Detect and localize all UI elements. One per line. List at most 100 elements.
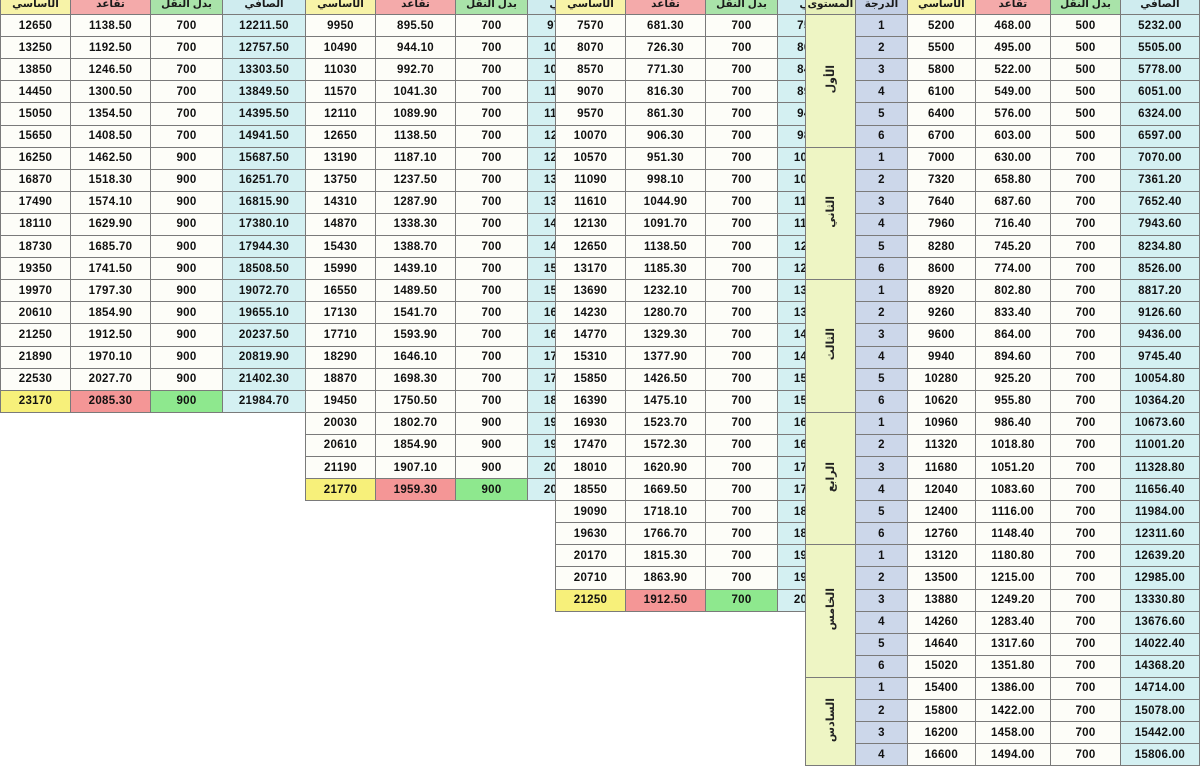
cell-net: 12757.50 <box>222 36 306 60</box>
cell-retirement: 2027.70 <box>70 367 151 391</box>
table-row: 13330.80 700 1249.20 13880 3 <box>806 588 1200 612</box>
cell-basic: 9070 <box>555 80 626 104</box>
cell-degree: 4 <box>854 743 909 766</box>
cell-basic: 15430 <box>305 235 376 259</box>
cell-retirement: 955.80 <box>974 389 1052 413</box>
cell-retirement: 1854.90 <box>375 433 456 457</box>
cell-transport: 700 <box>705 58 778 82</box>
cell-degree: 3 <box>854 58 909 82</box>
table-row: 12985.00 700 1215.00 13500 2 <box>806 566 1200 590</box>
cell-retirement: 1489.50 <box>375 279 456 303</box>
cell-transport: 700 <box>705 500 778 524</box>
cell-retirement: 1192.50 <box>70 36 151 60</box>
cell-basic: 8600 <box>907 257 976 281</box>
cell-degree: 1 <box>854 411 909 435</box>
cell-basic: 13190 <box>305 146 376 170</box>
cell-retirement: 1629.90 <box>70 212 151 237</box>
cell-net: 9436.00 <box>1119 323 1200 347</box>
cell-transport: 900 <box>455 478 528 502</box>
cell-basic: 21250 <box>0 323 71 347</box>
cell-transport: 900 <box>150 235 223 259</box>
cell-transport: 700 <box>150 102 223 126</box>
cell-basic: 14870 <box>305 212 376 237</box>
cell-transport: 900 <box>150 345 223 369</box>
salary-table-group-leftmost: الصافي بدل النقل تقاعد الأساسي 12211.50 700 11… <box>0 0 306 413</box>
cell-basic: 20170 <box>555 544 626 568</box>
cell-retirement: 1185.30 <box>625 257 706 281</box>
cell-basic: 5200 <box>907 14 976 38</box>
cell-retirement: 1138.50 <box>625 235 706 259</box>
cell-basic: 10570 <box>555 146 626 170</box>
cell-retirement: 1698.30 <box>375 367 456 391</box>
cell-net: 14941.50 <box>222 124 306 148</box>
table-row: 14714.00 700 1386.00 15400 1 السادس <box>805 676 1200 766</box>
cell-retirement: 495.00 <box>974 36 1052 60</box>
cell-retirement: 1458.00 <box>974 721 1052 745</box>
cell-degree: 4 <box>854 610 909 634</box>
cell-basic: 16550 <box>305 279 376 303</box>
cell-basic: 12760 <box>907 522 976 546</box>
table-row: 7361.20 700 658.80 7320 2 <box>806 168 1200 192</box>
cell-retirement: 992.70 <box>375 58 456 82</box>
cell-retirement: 1138.50 <box>375 124 456 148</box>
table-row: 18508.50 900 1741.50 19350 <box>0 257 306 281</box>
cell-retirement: 1718.10 <box>625 500 706 524</box>
cell-transport: 700 <box>455 14 528 38</box>
cell-transport: 700 <box>1050 433 1121 457</box>
cell-basic: 12650 <box>555 235 626 259</box>
cell-transport: 500 <box>1050 36 1121 60</box>
cell-net: 7943.60 <box>1119 212 1200 237</box>
cell-basic: 16600 <box>907 743 976 766</box>
cell-transport: 700 <box>150 14 223 38</box>
cell-transport: 700 <box>705 301 778 325</box>
cell-basic: 9600 <box>907 323 976 347</box>
cell-retirement: 1300.50 <box>70 80 151 104</box>
cell-transport: 700 <box>455 389 528 413</box>
cell-retirement: 1572.30 <box>625 433 706 457</box>
cell-basic: 15310 <box>555 345 626 369</box>
table-row: 9126.60 700 833.40 9260 2 <box>806 301 1200 325</box>
cell-basic: 18290 <box>305 345 376 369</box>
cell-basic: 12110 <box>305 102 376 126</box>
cell-retirement: 1959.30 <box>375 478 456 502</box>
table-row: 12311.60 700 1148.40 12760 6 <box>806 522 1200 546</box>
column-header-basic: الأساسي <box>907 0 976 16</box>
cell-basic: 6700 <box>907 124 976 148</box>
cell-basic: 15800 <box>907 698 976 723</box>
column-header-retirement: تقاعد <box>70 0 151 16</box>
cell-retirement: 986.40 <box>974 411 1052 435</box>
cell-retirement: 1439.10 <box>375 257 456 281</box>
column-header-transport: بدل النقل <box>150 0 223 16</box>
cell-basic: 9260 <box>907 301 976 325</box>
table-row: 16251.70 900 1518.30 16870 <box>0 168 306 192</box>
column-header-retirement: تقاعد <box>625 0 706 16</box>
cell-transport: 700 <box>455 345 528 369</box>
cell-net: 13849.50 <box>222 80 306 104</box>
cell-retirement: 1426.50 <box>625 367 706 391</box>
cell-degree: 5 <box>854 632 909 656</box>
cell-degree: 4 <box>854 80 909 104</box>
cell-transport: 700 <box>705 455 778 480</box>
cell-net: 21984.70 <box>222 389 306 413</box>
cell-retirement: 1329.30 <box>625 323 706 347</box>
column-header-basic: الأساسي <box>305 0 376 16</box>
cell-degree: 1 <box>854 14 909 38</box>
cell-retirement: 603.00 <box>974 124 1052 148</box>
cell-level: السادس <box>805 676 856 766</box>
cell-degree: 6 <box>854 389 909 413</box>
cell-retirement: 1907.10 <box>375 455 456 480</box>
cell-basic: 10070 <box>555 124 626 148</box>
cell-transport: 700 <box>1050 323 1121 347</box>
cell-basic: 10280 <box>907 367 976 391</box>
cell-retirement: 1018.80 <box>974 433 1052 457</box>
cell-basic: 19970 <box>0 279 71 303</box>
cell-retirement: 1912.50 <box>625 588 706 612</box>
cell-degree: 2 <box>854 433 909 457</box>
cell-retirement: 998.10 <box>625 168 706 192</box>
cell-basic: 7000 <box>907 146 976 170</box>
cell-retirement: 1287.90 <box>375 190 456 214</box>
table-row: 13849.50 700 1300.50 14450 <box>0 80 306 104</box>
